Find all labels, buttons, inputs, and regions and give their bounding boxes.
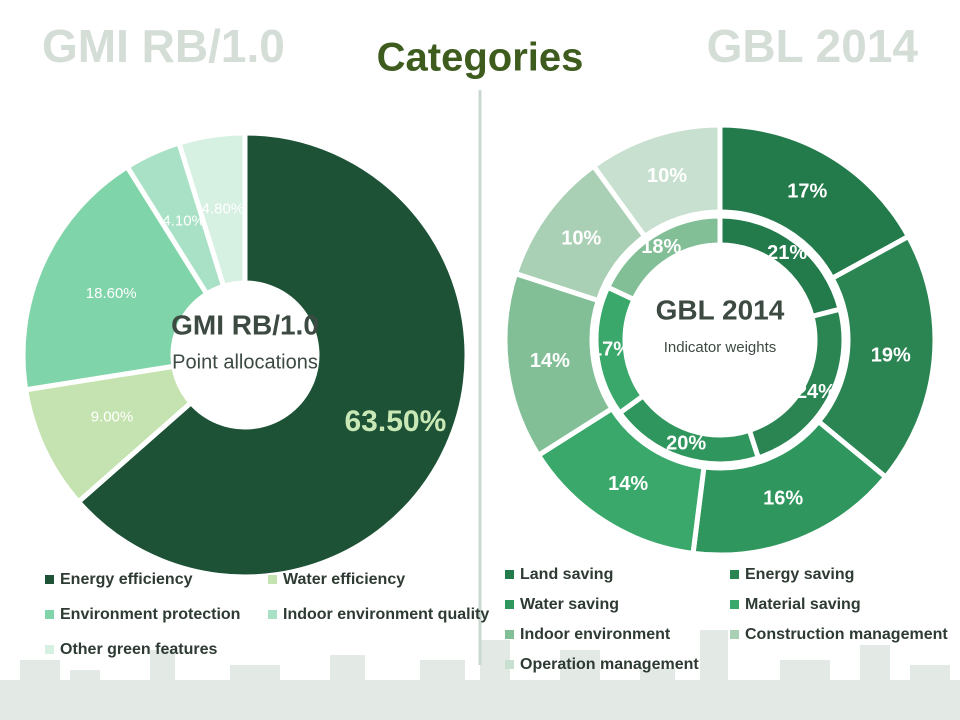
slide-title: Categories (377, 36, 584, 80)
data-label: 63.50% (345, 405, 447, 438)
legend-swatch (730, 570, 739, 579)
center-subtitle: Indicator weights (664, 339, 777, 356)
legend-swatch (505, 660, 514, 669)
legend-label: Energy saving (745, 566, 854, 583)
data-label: 17% (787, 181, 827, 203)
donut-hole (176, 286, 314, 424)
donut-slice (590, 122, 723, 240)
legend-label: Indoor environment quality (283, 606, 489, 623)
skyline (0, 630, 960, 720)
legend-label: Other green features (60, 641, 217, 658)
donut-slice (175, 130, 248, 290)
data-label: 21% (767, 242, 807, 264)
legend-swatch (730, 630, 739, 639)
data-label: 4.10% (162, 212, 205, 229)
data-label: 14% (608, 473, 648, 495)
legend-swatch (505, 570, 514, 579)
data-label: 4.80% (202, 201, 245, 218)
donut-slice (22, 363, 195, 506)
legend-swatch (268, 610, 277, 619)
legend-swatch (505, 630, 514, 639)
donut-slice (74, 130, 470, 580)
legend-label: Water saving (520, 596, 619, 613)
legend-label: Operation management (520, 656, 699, 673)
data-label: 20% (666, 432, 706, 454)
legend-label: Environment protection (60, 606, 240, 623)
data-label: 18% (641, 236, 681, 258)
data-label: 18.60% (86, 285, 137, 302)
center-title: GMI RB/1.0 (171, 309, 319, 340)
logo-right: GBL 2014 (707, 20, 919, 72)
legend-label: Construction management (745, 626, 948, 643)
donut-hole (628, 248, 812, 432)
legend-swatch (505, 600, 514, 609)
legend-label: Indoor environment (520, 626, 671, 643)
logo-left: GMI RB/1.0 (42, 20, 285, 72)
data-label: 10% (647, 165, 687, 187)
data-label: 19% (871, 344, 911, 366)
data-label: 17% (591, 339, 631, 361)
legend-label: Water efficiency (283, 571, 405, 588)
data-label: 10% (561, 227, 601, 249)
data-label: 14% (530, 350, 570, 372)
legend-swatch (730, 600, 739, 609)
data-label: 9.00% (91, 409, 134, 426)
data-label: 16% (763, 488, 803, 510)
legend-swatch (45, 610, 54, 619)
legend-swatch (45, 575, 54, 584)
legend-label: Material saving (745, 596, 861, 613)
donut-slice (815, 233, 938, 481)
legend-label: Land saving (520, 566, 613, 583)
legend-label: Energy efficiency (60, 571, 193, 588)
legend-swatch (268, 575, 277, 584)
legend-swatch (45, 645, 54, 654)
donut-slice (604, 213, 723, 303)
center-subtitle: Point allocations (172, 351, 318, 373)
center-title: GBL 2014 (656, 294, 785, 325)
data-label: 24% (796, 381, 836, 403)
